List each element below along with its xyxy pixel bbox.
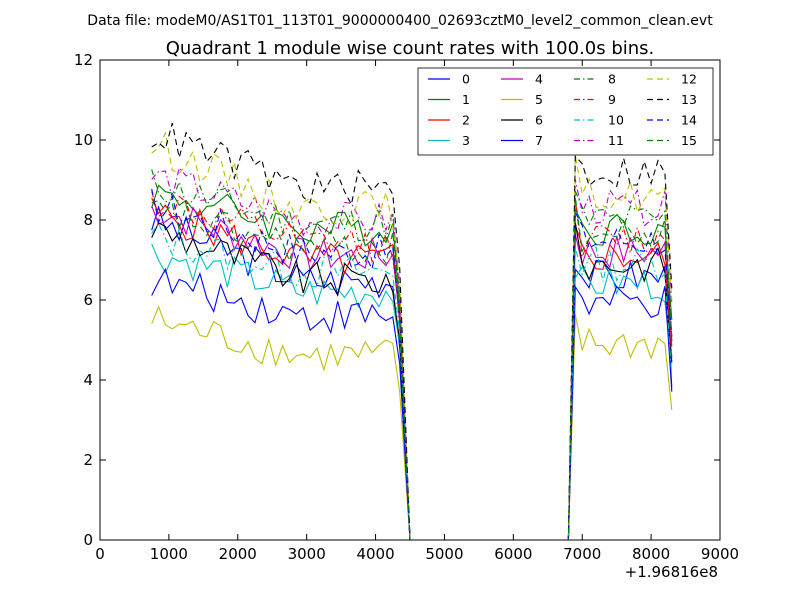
legend-label: 10 bbox=[608, 113, 624, 128]
series-line-3 bbox=[151, 243, 673, 541]
x-axis: 0 1000 2000 3000 4000 5000 6000 7000 8000 9000 bbox=[95, 60, 739, 563]
series-layer bbox=[151, 122, 673, 541]
y-tick-label: 10 bbox=[74, 131, 93, 149]
series-line-9 bbox=[151, 191, 673, 541]
legend-label: 6 bbox=[535, 113, 543, 128]
y-tick-label: 2 bbox=[83, 451, 93, 469]
y-tick-label: 4 bbox=[83, 371, 93, 389]
legend-frame bbox=[417, 67, 714, 156]
x-tick-label: 0 bbox=[95, 545, 105, 563]
x-tick-label: 9000 bbox=[701, 545, 739, 563]
x-tick-label: 3000 bbox=[288, 545, 326, 563]
series-line-13 bbox=[151, 122, 673, 541]
legend-label: 9 bbox=[608, 92, 616, 107]
legend-label: 3 bbox=[462, 133, 470, 148]
legend-label: 13 bbox=[681, 92, 697, 107]
legend-label: 2 bbox=[462, 113, 470, 128]
x-tick-label: 2000 bbox=[219, 545, 257, 563]
legend-label: 14 bbox=[681, 113, 697, 128]
chart-title: Quadrant 1 module wise count rates with … bbox=[166, 38, 655, 59]
series-line-1 bbox=[151, 184, 673, 541]
x-tick-label: 6000 bbox=[494, 545, 532, 563]
series-line-7 bbox=[151, 267, 673, 541]
series-line-0 bbox=[151, 205, 673, 541]
x-tick-label: 8000 bbox=[632, 545, 670, 563]
legend-label: 1 bbox=[462, 92, 470, 107]
series-line-15 bbox=[151, 196, 673, 541]
series-line-4 bbox=[151, 205, 673, 541]
y-tick-label: 0 bbox=[83, 531, 93, 549]
series-line-12 bbox=[151, 131, 673, 541]
legend-label: 8 bbox=[608, 72, 616, 87]
x-offset-label: +1.96816e8 bbox=[625, 563, 718, 581]
legend-label: 5 bbox=[535, 92, 543, 107]
x-tick-label: 1000 bbox=[150, 545, 188, 563]
legend-label: 4 bbox=[535, 72, 543, 87]
series-line-10 bbox=[151, 222, 673, 541]
x-tick-label: 7000 bbox=[563, 545, 601, 563]
series-line-5 bbox=[151, 305, 673, 541]
y-tick-label: 8 bbox=[83, 211, 93, 229]
legend-label: 15 bbox=[681, 133, 697, 148]
x-tick-label: 4000 bbox=[356, 545, 394, 563]
series-line-14 bbox=[151, 188, 673, 541]
series-line-8 bbox=[151, 169, 673, 541]
legend-label: 12 bbox=[681, 72, 697, 87]
x-tick-label: 5000 bbox=[425, 545, 463, 563]
suptitle: Data file: modeM0/AS1T01_113T01_90000004… bbox=[87, 13, 713, 29]
y-tick-label: 12 bbox=[74, 51, 93, 69]
legend-label: 11 bbox=[608, 133, 624, 148]
legend-label: 0 bbox=[462, 72, 470, 87]
legend-label: 7 bbox=[535, 133, 543, 148]
y-tick-label: 6 bbox=[83, 291, 93, 309]
